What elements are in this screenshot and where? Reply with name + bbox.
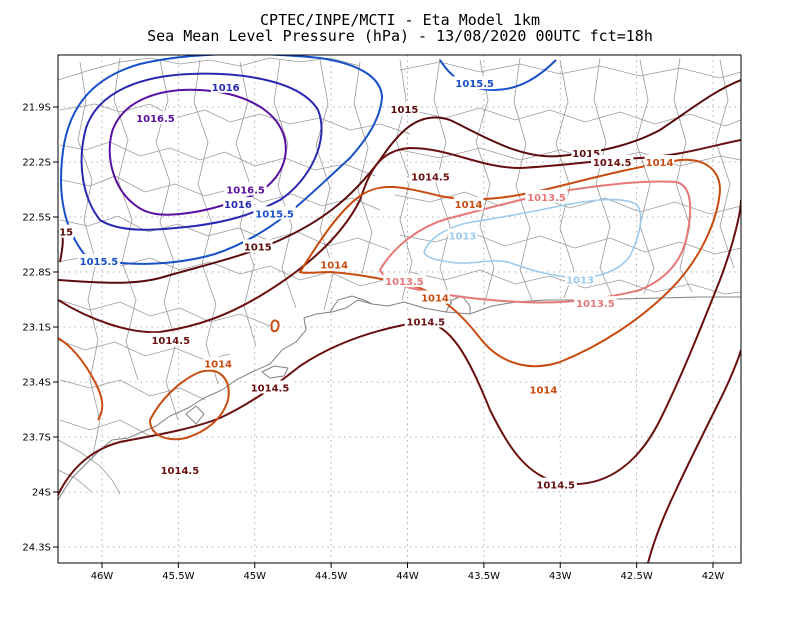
contour-label-background (224, 182, 267, 196)
map-subtitle: Sea Mean Level Pressure (hPa) - 13/08/20… (147, 27, 653, 45)
x-tick-label: 42W (702, 571, 725, 582)
contour-label: 1014.5 (161, 466, 200, 477)
contour-1015.5-northwest (59, 55, 384, 265)
contour-label-background (409, 169, 452, 183)
contour-1013 (423, 198, 642, 279)
contour-label-background (253, 206, 296, 220)
contour-label-background (383, 274, 426, 288)
contour-label-background (389, 101, 420, 115)
contour-label: 1015.5 (255, 209, 294, 220)
contour-label-background (420, 290, 450, 304)
contour-label: 1016 (224, 200, 252, 211)
contour-label-background (210, 79, 241, 93)
contour-label-background (158, 463, 202, 476)
contour-label-background (565, 272, 595, 286)
contour-1014-small-loop (270, 319, 280, 333)
contour-1014-southwest-b (58, 337, 104, 421)
contour-label: 1014.5 (151, 336, 190, 347)
contour-label: 1014 (646, 158, 674, 169)
contour-label: 1015 (391, 105, 419, 116)
contour-label: 1015.5 (80, 257, 119, 268)
contour-label-background (134, 111, 177, 124)
contour-label-background (243, 239, 273, 253)
sepetiba-bay (329, 295, 373, 313)
contour-label: 1013.5 (527, 193, 566, 204)
contour-label: 1014 (320, 261, 348, 272)
contour-1016.5 (108, 88, 287, 216)
y-tick-label: 24.3S (22, 543, 51, 554)
contour-label-background (590, 155, 634, 168)
plot-area: 10161016.51016.510161015.51015.51015.510… (45, 55, 741, 563)
contour-label-background (248, 380, 292, 394)
coastline (58, 296, 741, 501)
y-tick-label: 22.8S (22, 268, 51, 279)
x-tick-label: 44W (396, 571, 419, 582)
island-sao-sebastiao (185, 405, 205, 425)
contour-label-background (644, 155, 675, 168)
contour-label: 1014 (204, 360, 232, 371)
contour-1014.5-south (58, 199, 741, 496)
contour-label-background (223, 197, 253, 211)
contour-1014.5-east (647, 349, 741, 563)
contour-label: 1014 (455, 200, 483, 211)
contour-label: 1014.5 (593, 158, 632, 169)
contour-label: 1013.5 (385, 277, 424, 288)
contour-labels: 10161016.51016.510161015.51015.51015.510… (45, 76, 675, 492)
island-ilha-grande (261, 365, 289, 379)
x-tick-label: 45.5W (162, 571, 194, 582)
contour-label-background (149, 332, 192, 346)
axis-ticks: 46W 45.5W 45W 44.5W 44W 43.5W 43W 42.5W 42W 21.9S… (22, 103, 724, 583)
x-tick-label: 43.5W (468, 571, 500, 582)
contour-label-background (404, 314, 448, 328)
contour-label-background (453, 197, 484, 211)
gridlines (58, 55, 741, 563)
contour-1014-main (298, 158, 722, 368)
y-tick-label: 24S (32, 488, 51, 499)
contour-label: 1016 (212, 83, 240, 94)
contour-label: 1014.5 (536, 481, 575, 492)
y-tick-label: 22.2S (22, 158, 51, 169)
contour-1014-southwest-a (148, 369, 230, 441)
contour-label-background (77, 254, 121, 267)
contour-label: 1014 (530, 385, 558, 396)
contour-label-background (525, 189, 568, 203)
contour-label: 1015 (572, 149, 600, 160)
contour-label: 1014.5 (411, 173, 450, 184)
contour-label: 1015 (244, 242, 272, 253)
y-tick-label: 21.9S (22, 103, 51, 114)
y-tick-label: 23.7S (22, 433, 51, 444)
y-tick-label: 23.4S (22, 378, 51, 389)
x-tick-label: 46W (91, 571, 114, 582)
contour-label: 1016.5 (136, 114, 175, 125)
contour-label: 1016.5 (226, 186, 265, 197)
x-tick-label: 44.5W (315, 571, 347, 582)
contour-label: 1013 (449, 231, 477, 242)
contour-label: 1015.5 (455, 79, 494, 90)
contour-label-background (534, 477, 577, 491)
contour-1015.5-north (439, 59, 557, 92)
contour-label: 1014.5 (407, 318, 446, 329)
x-tick-label: 45W (243, 571, 266, 582)
contour-label: 1013.5 (576, 299, 615, 310)
contour-label: 1015 (45, 228, 73, 239)
contour-label: 1014 (421, 294, 449, 305)
contour-label-background (58, 224, 75, 238)
contour-label-background (574, 296, 617, 310)
plot-frame (57, 54, 742, 564)
map-title: CPTEC/INPE/MCTI - Eta Model 1km (260, 11, 540, 29)
contour-label-background (319, 257, 349, 271)
y-tick-label: 22.5S (22, 213, 51, 224)
contour-label: 1014.5 (251, 384, 290, 395)
contour-label-background (203, 356, 233, 370)
x-tick-label: 42.5W (621, 571, 653, 582)
contour-label: 1013 (566, 275, 594, 286)
contour-label-background (447, 228, 478, 242)
contour-1016 (80, 72, 323, 231)
contour-label-background (528, 382, 559, 396)
x-tick-label: 43W (549, 571, 572, 582)
contour-label-background (453, 76, 496, 90)
y-tick-label: 23.1S (22, 323, 51, 334)
